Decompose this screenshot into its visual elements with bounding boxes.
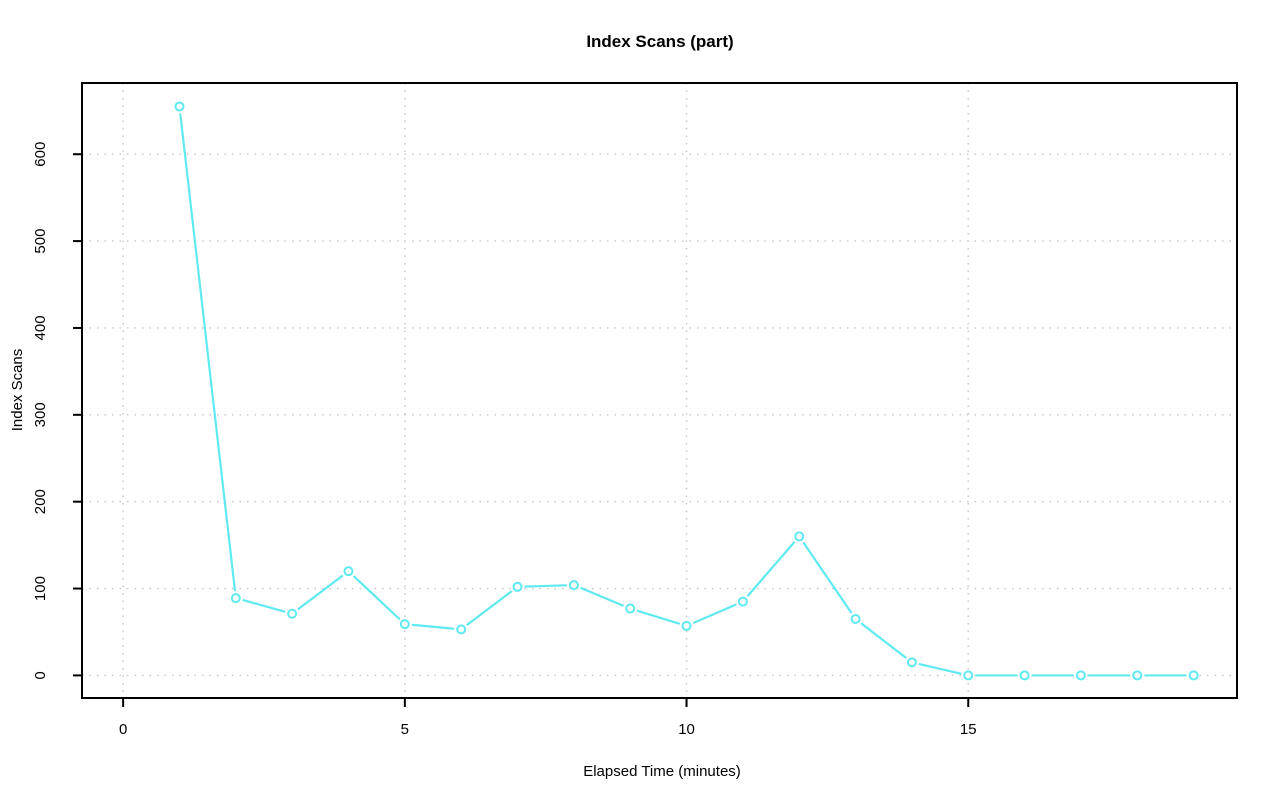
series-line-segment <box>636 609 680 625</box>
series-line-segment <box>411 623 455 630</box>
data-point-marker <box>512 581 523 592</box>
x-tick-label: 15 <box>960 721 977 738</box>
grid-layer <box>82 83 1237 698</box>
series-line-segment <box>802 541 853 614</box>
data-point-marker <box>287 608 298 619</box>
series-line-segment <box>918 663 962 675</box>
y-tick-label: 400 <box>32 315 49 340</box>
series-line-segment <box>242 599 286 613</box>
data-point-marker <box>1075 670 1086 681</box>
series-line-segment <box>860 622 907 659</box>
series-line-segment <box>353 575 401 620</box>
y-tick-label: 100 <box>32 576 49 601</box>
data-point-marker <box>174 101 185 112</box>
data-point-marker <box>1188 670 1199 681</box>
data-series-layer <box>174 101 1199 681</box>
series-line-segment <box>747 541 796 597</box>
data-point-marker <box>1019 670 1030 681</box>
data-point-marker <box>230 593 241 604</box>
series-line-segment <box>179 113 237 592</box>
plot-box <box>81 82 1238 699</box>
data-point-marker <box>1132 670 1143 681</box>
y-tick-label: 300 <box>32 402 49 427</box>
series-line-segment <box>692 603 737 624</box>
series-line-segment <box>524 584 567 588</box>
data-point-marker <box>625 603 636 614</box>
data-point-marker <box>794 531 805 542</box>
y-tick-label: 200 <box>32 489 49 514</box>
x-tick-label: 10 <box>678 721 695 738</box>
series-line-segment <box>580 587 624 607</box>
axis-ticks-layer <box>73 153 970 707</box>
data-point-marker <box>399 619 410 630</box>
chart-title: Index Scans (part) <box>586 32 733 51</box>
y-tick-label: 500 <box>32 229 49 254</box>
data-point-marker <box>737 596 748 607</box>
data-point-marker <box>568 580 579 591</box>
series-line-segment <box>297 574 344 611</box>
data-point-marker <box>343 566 354 577</box>
data-point-marker <box>456 624 467 635</box>
data-point-marker <box>681 620 692 631</box>
y-tick-label: 600 <box>32 142 49 167</box>
y-tick-label: 0 <box>32 671 49 679</box>
data-point-marker <box>906 657 917 668</box>
series-line-segment <box>466 590 513 626</box>
y-axis-label: Index Scans <box>9 349 26 432</box>
tick-labels-layer: 0 5 10 15 0 100 200 300 400 500 600 <box>32 142 977 738</box>
x-tick-label: 5 <box>401 721 409 738</box>
x-axis-label: Elapsed Time (minutes) <box>583 763 741 780</box>
data-point-marker <box>850 613 861 624</box>
data-point-marker <box>963 670 974 681</box>
x-tick-label: 0 <box>119 721 127 738</box>
